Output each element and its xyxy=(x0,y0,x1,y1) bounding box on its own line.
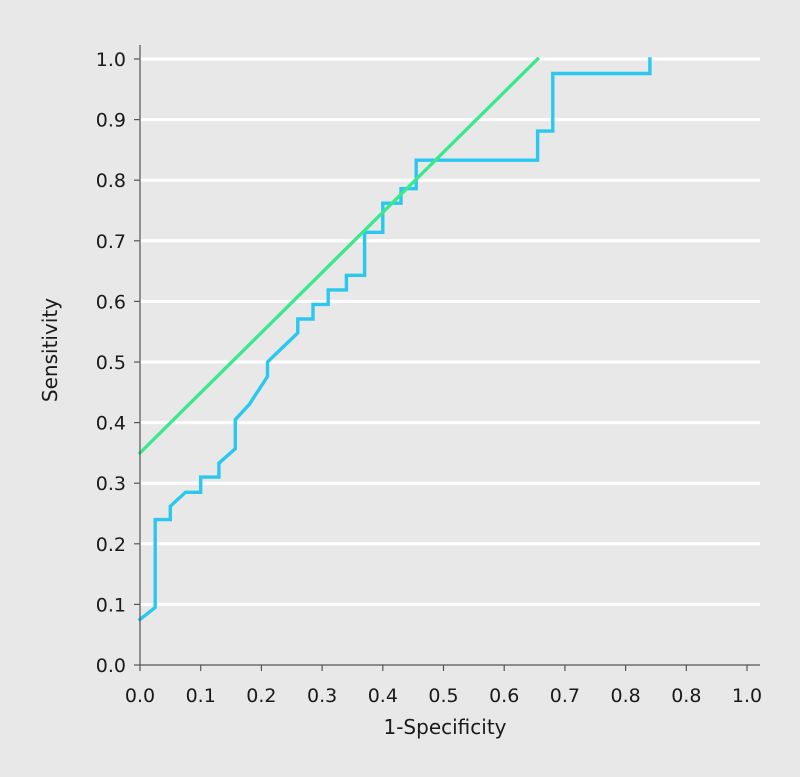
y-tick-label: 0.7 xyxy=(96,231,126,253)
axes xyxy=(139,45,760,666)
x-tick-label: 0.6 xyxy=(489,685,519,707)
y-tick-label: 0.2 xyxy=(96,534,126,556)
x-ticks: 0.0 0.1 0.2 0.3 0.4 0.5 0.6 0.7 0.8 0.8 1.0 xyxy=(125,665,762,707)
x-tick-label: 0.3 xyxy=(307,685,337,707)
roc-curve-line xyxy=(137,57,652,622)
x-tick-label: 0.5 xyxy=(428,685,458,707)
x-tick-label: 0.1 xyxy=(186,685,216,707)
x-axis-title: 1-Specificity xyxy=(383,715,506,739)
x-tick-label: 0.0 xyxy=(125,685,155,707)
x-tick-label: 0.7 xyxy=(550,685,580,707)
y-tick-label: 0.0 xyxy=(96,655,126,677)
x-tick-label: 0.8 xyxy=(610,685,640,707)
reference-line xyxy=(137,56,541,456)
x-tick-label: 0.2 xyxy=(246,685,276,707)
y-tick-label: 0.5 xyxy=(96,352,126,374)
y-tick-label: 0.4 xyxy=(96,413,126,435)
x-tick-label: 1.0 xyxy=(732,685,762,707)
y-ticks: 0.0 0.1 0.2 0.3 0.4 0.5 0.6 0.7 0.8 0.9 1.0 xyxy=(96,49,140,677)
series-lines xyxy=(137,56,652,622)
y-axis-title: Sensitivity xyxy=(38,298,62,402)
gridlines xyxy=(140,57,760,606)
y-tick-label: 0.3 xyxy=(96,473,126,495)
y-tick-label: 0.8 xyxy=(96,170,126,192)
y-tick-label: 0.9 xyxy=(96,110,126,132)
x-tick-label: 0.8 xyxy=(671,685,701,707)
y-tick-label: 0.1 xyxy=(96,594,126,616)
y-tick-label: 1.0 xyxy=(96,49,126,71)
x-tick-label: 0.4 xyxy=(368,685,398,707)
y-tick-label: 0.6 xyxy=(96,291,126,313)
